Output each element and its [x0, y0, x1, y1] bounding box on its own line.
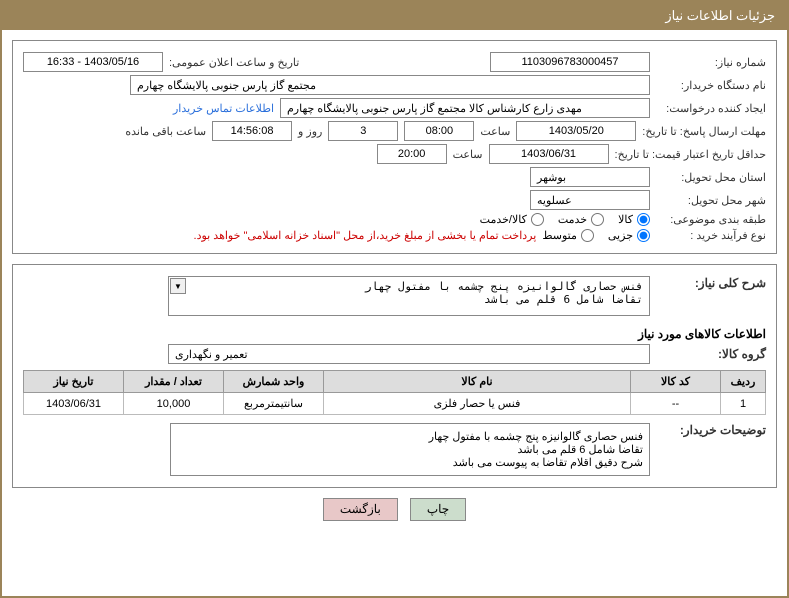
remaining-text: ساعت باقی مانده [125, 125, 206, 138]
header-bar: جزئیات اطلاعات نیاز [2, 2, 787, 30]
hour-label-1: ساعت [480, 125, 510, 138]
button-row: چاپ بازگشت [2, 498, 787, 521]
category-radio-group: کالا خدمت کالا/خدمت [480, 213, 650, 226]
province-label: استان محل تحویل: [656, 171, 766, 184]
response-hour-field: 08:00 [404, 121, 474, 141]
items-header: اطلاعات کالاهای مورد نیاز [638, 327, 766, 341]
th-date: تاریخ نیاز [24, 371, 124, 393]
print-button[interactable]: چاپ [410, 498, 466, 521]
th-name: نام کالا [324, 371, 631, 393]
header-title: جزئیات اطلاعات نیاز [665, 8, 775, 23]
cell-n: 1 [721, 393, 766, 415]
days-text: روز و [298, 125, 322, 138]
announce-date-field: 1403/05/16 - 16:33 [23, 52, 163, 72]
group-field: تعمیر و نگهداری [168, 344, 650, 364]
th-qty: تعداد / مقدار [124, 371, 224, 393]
radio-goods[interactable]: کالا [618, 213, 650, 226]
cell-code: -- [631, 393, 721, 415]
price-validity-date-field: 1403/06/31 [489, 144, 609, 164]
purchase-type-radio-group: جزیی متوسط [542, 229, 650, 242]
cell-unit: سانتیمترمربع [224, 393, 324, 415]
main-frame: جزئیات اطلاعات نیاز شماره نیاز: 11030967… [0, 0, 789, 598]
radio-small[interactable]: جزیی [608, 229, 650, 242]
radio-medium[interactable]: متوسط [542, 229, 594, 242]
hour-label-2: ساعت [453, 148, 483, 161]
radio-service[interactable]: خدمت [558, 213, 604, 226]
th-unit: واحد شمارش [224, 371, 324, 393]
purchase-note: پرداخت تمام یا بخشی از مبلغ خرید،از محل … [194, 229, 537, 242]
summary-wrapper: ▼ [168, 276, 650, 319]
form-section: شماره نیاز: 1103096783000457 تاریخ و ساع… [12, 40, 777, 254]
time-remaining-field: 14:56:08 [212, 121, 292, 141]
th-row: ردیف [721, 371, 766, 393]
radio-both[interactable]: کالا/خدمت [480, 213, 544, 226]
request-number-field: 1103096783000457 [490, 52, 650, 72]
cell-date: 1403/06/31 [24, 393, 124, 415]
back-button[interactable]: بازگشت [323, 498, 398, 521]
price-validity-label: حداقل تاریخ اعتبار قیمت: تا تاریخ: [615, 148, 766, 161]
radio-small-input[interactable] [637, 229, 650, 242]
buyer-desc-label: توضیحات خریدار: [656, 423, 766, 437]
summary-textarea[interactable] [168, 276, 650, 316]
category-label: طبقه بندی موضوعی: [656, 213, 766, 226]
summary-label: شرح کلی نیاز: [656, 276, 766, 290]
city-field: عسلویه [530, 190, 650, 210]
table-head: ردیف کد کالا نام کالا واحد شمارش تعداد /… [24, 371, 766, 393]
radio-medium-input[interactable] [581, 229, 594, 242]
radio-service-input[interactable] [591, 213, 604, 226]
purchase-type-label: نوع فرآیند خرید : [656, 229, 766, 242]
days-remaining-field: 3 [328, 121, 398, 141]
requester-field: مهدی زارع کارشناس کالا مجتمع گاز پارس جن… [280, 98, 650, 118]
detail-section: شرح کلی نیاز: ▼ اطلاعات کالاهای مورد نیا… [12, 264, 777, 488]
price-validity-hour-field: 20:00 [377, 144, 447, 164]
response-deadline-label: مهلت ارسال پاسخ: تا تاریخ: [642, 125, 766, 138]
announce-date-label: تاریخ و ساعت اعلان عمومی: [169, 56, 299, 69]
cell-qty: 10,000 [124, 393, 224, 415]
response-date-field: 1403/05/20 [516, 121, 636, 141]
buyer-desc-box: فنس حصاری گالوانیزه پنج چشمه با مفتول چه… [170, 423, 650, 476]
radio-both-input[interactable] [531, 213, 544, 226]
cell-name: فنس یا حصار فلزی [324, 393, 631, 415]
city-label: شهر محل تحویل: [656, 194, 766, 207]
buyer-contact-link[interactable]: اطلاعات تماس خریدار [173, 102, 274, 115]
group-label: گروه کالا: [656, 347, 766, 361]
chevron-down-icon[interactable]: ▼ [170, 278, 186, 294]
request-number-label: شماره نیاز: [656, 56, 766, 69]
items-table: ردیف کد کالا نام کالا واحد شمارش تعداد /… [23, 370, 766, 415]
buyer-org-field: مجتمع گاز پارس جنوبی پالایشگاه چهارم [130, 75, 650, 95]
th-code: کد کالا [631, 371, 721, 393]
requester-label: ایجاد کننده درخواست: [656, 102, 766, 115]
province-field: بوشهر [530, 167, 650, 187]
radio-goods-input[interactable] [637, 213, 650, 226]
buyer-org-label: نام دستگاه خریدار: [656, 79, 766, 92]
table-body: 1 -- فنس یا حصار فلزی سانتیمترمربع 10,00… [24, 393, 766, 415]
table-row: 1 -- فنس یا حصار فلزی سانتیمترمربع 10,00… [24, 393, 766, 415]
